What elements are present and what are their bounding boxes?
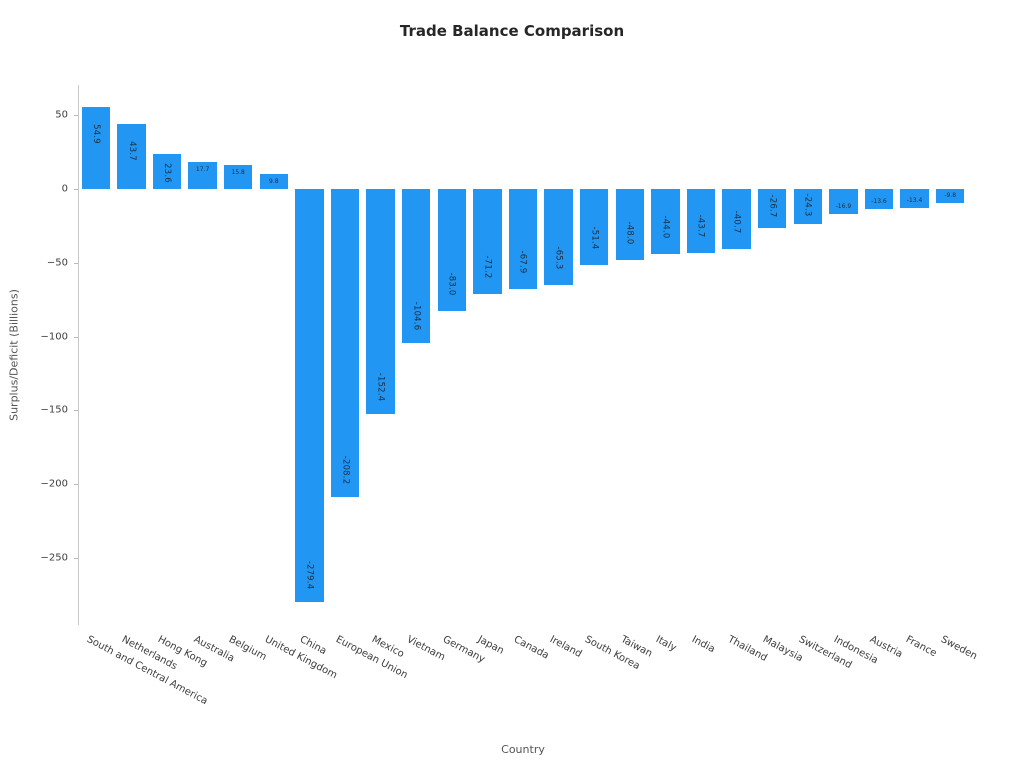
bar xyxy=(437,188,467,312)
bar xyxy=(188,162,217,189)
bar xyxy=(366,188,395,414)
x-tick-label: Vietnam xyxy=(405,634,447,664)
x-tick-label: Sweden xyxy=(939,634,980,663)
bar-value-label: -44.0 xyxy=(660,215,671,239)
bar-value-label: 17.7 xyxy=(195,166,210,174)
plot-area: 50 0 −50 −100 −150 −200 −250 54.9 South and Cent… xyxy=(41,85,979,707)
bar xyxy=(615,188,645,260)
x-tick-label: Ireland xyxy=(547,634,584,660)
bar xyxy=(259,174,289,189)
x-tick-label: India xyxy=(689,634,717,656)
bar-value-label: -16.9 xyxy=(835,202,852,210)
bar xyxy=(401,188,431,344)
bar-value-label: 15.8 xyxy=(231,169,245,177)
y-tick-mark xyxy=(74,262,78,264)
bar-value-label: -279.4 xyxy=(304,560,315,590)
y-axis-spine xyxy=(78,85,79,625)
bar xyxy=(81,107,111,189)
bar xyxy=(473,188,502,294)
chart-title: Trade Balance Comparison xyxy=(399,22,625,40)
bar xyxy=(544,188,573,286)
bar-value-label: -26.7 xyxy=(767,194,778,218)
bar-value-label: 43.7 xyxy=(126,141,137,161)
x-tick-label: Canada xyxy=(511,634,551,662)
y-tick-mark xyxy=(74,336,78,338)
bar-value-label: -83.0 xyxy=(446,272,457,296)
bar-value-label: -43.7 xyxy=(695,214,706,238)
bar xyxy=(793,188,823,225)
bar-value-label: -9.8 xyxy=(944,192,957,200)
x-tick-label: France xyxy=(903,634,938,660)
y-tick-label: −50 xyxy=(46,257,68,269)
x-tick-label: Italy xyxy=(654,634,679,654)
y-tick-label: 50 xyxy=(55,109,68,121)
bar xyxy=(579,188,609,265)
y-tick-label: −200 xyxy=(40,478,68,490)
x-tick-label: Thailand xyxy=(725,634,769,664)
y-tick-label: −250 xyxy=(40,552,68,564)
y-axis-label: Surplus/Deficit (Billions) xyxy=(7,289,21,421)
bar-value-label: -208.2 xyxy=(339,455,350,484)
bar xyxy=(223,165,253,189)
y-tick-mark xyxy=(74,484,78,486)
bar xyxy=(295,188,324,602)
bar-value-label: 23.6 xyxy=(161,163,172,183)
bar-value-label: -65.3 xyxy=(553,246,564,270)
bar-value-label: -48.0 xyxy=(624,221,635,245)
y-tick-mark xyxy=(74,410,78,412)
y-tick-mark xyxy=(74,558,78,560)
bar-value-label: -67.9 xyxy=(517,250,528,274)
y-tick-label: −100 xyxy=(40,331,68,342)
x-axis-label: Country xyxy=(501,743,545,756)
bar-value-label: -40.7 xyxy=(731,210,742,234)
bar-value-label: -152.4 xyxy=(375,372,386,402)
bar xyxy=(757,188,787,229)
bar xyxy=(508,188,538,289)
bar xyxy=(330,188,360,497)
bar-value-label: -71.2 xyxy=(482,255,493,279)
bar-value-label: -13.6 xyxy=(871,197,887,205)
bar-value-label: -51.4 xyxy=(589,226,600,250)
y-tick-mark xyxy=(74,188,78,190)
bar xyxy=(117,123,146,189)
bar xyxy=(152,153,182,189)
bar xyxy=(686,188,716,254)
y-tick-label: −150 xyxy=(40,404,68,416)
bar-value-label: -24.3 xyxy=(802,193,813,217)
bar xyxy=(651,188,680,254)
bar xyxy=(829,188,858,214)
bar-value-label: 54.9 xyxy=(90,124,101,145)
bar xyxy=(864,188,894,209)
bar-value-label: -13.4 xyxy=(906,197,923,205)
bar-value-label: 9.8 xyxy=(269,178,279,186)
y-tick-label: 0 xyxy=(61,183,68,195)
y-tick-mark xyxy=(74,114,78,116)
bar xyxy=(900,188,929,209)
bar xyxy=(935,188,965,204)
bar xyxy=(722,188,751,249)
bar-value-label: -104.6 xyxy=(411,301,422,331)
